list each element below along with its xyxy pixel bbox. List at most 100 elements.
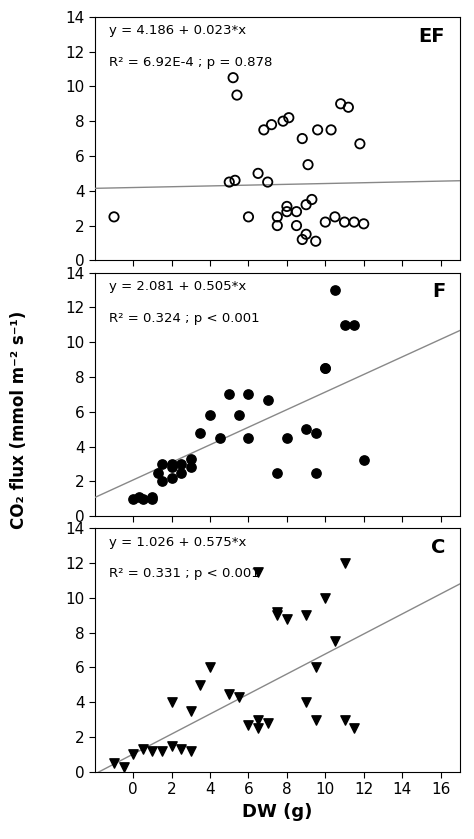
Point [268, 118, 275, 132]
Point [321, 362, 329, 375]
Point [229, 71, 237, 85]
Point [216, 431, 223, 445]
Point [254, 167, 262, 180]
Point [197, 426, 204, 440]
Point [110, 757, 118, 770]
Point [341, 216, 348, 229]
Point [302, 608, 310, 622]
Point [293, 205, 301, 218]
Point [337, 97, 345, 111]
Point [293, 219, 301, 232]
Text: y = 4.186 + 0.023*x: y = 4.186 + 0.023*x [109, 24, 246, 37]
Point [235, 690, 243, 704]
Point [341, 713, 348, 727]
Point [273, 219, 281, 232]
Point [350, 722, 358, 735]
Text: y = 1.026 + 0.575*x: y = 1.026 + 0.575*x [109, 535, 247, 549]
Point [360, 454, 367, 467]
Point [264, 175, 272, 189]
Point [279, 114, 287, 128]
Point [321, 362, 329, 375]
Point [345, 101, 352, 114]
Point [302, 422, 310, 435]
Point [149, 492, 156, 505]
Point [155, 466, 162, 479]
Point [360, 217, 367, 231]
Text: EF: EF [419, 27, 445, 45]
Point [350, 318, 358, 331]
Point [331, 634, 339, 648]
Point [110, 210, 118, 223]
Point [149, 490, 156, 503]
Point [235, 409, 243, 422]
Point [273, 605, 281, 618]
Point [299, 232, 306, 246]
Point [168, 472, 175, 485]
Point [260, 123, 268, 137]
Point [273, 466, 281, 479]
Point [168, 739, 175, 753]
Point [168, 461, 175, 474]
Point [350, 216, 358, 229]
Text: R² = 6.92E-4 ; p = 0.878: R² = 6.92E-4 ; p = 0.878 [109, 55, 273, 69]
Point [304, 158, 312, 171]
Point [177, 743, 185, 756]
Point [245, 718, 252, 732]
Point [231, 174, 239, 187]
Point [314, 123, 321, 137]
Point [285, 111, 292, 124]
Point [254, 722, 262, 735]
Point [302, 198, 310, 211]
Point [129, 748, 137, 761]
Point [331, 284, 339, 297]
Point [273, 210, 281, 223]
Point [302, 696, 310, 709]
Point [327, 123, 335, 137]
Point [299, 132, 306, 145]
Point [129, 492, 137, 505]
Point [341, 556, 348, 570]
Point [233, 88, 241, 102]
Point [149, 744, 156, 758]
Point [283, 431, 291, 445]
Point [254, 713, 262, 727]
Text: y = 2.081 + 0.505*x: y = 2.081 + 0.505*x [109, 280, 246, 293]
Point [187, 452, 195, 466]
Point [264, 393, 272, 406]
Point [312, 661, 319, 675]
Point [139, 492, 146, 505]
Point [312, 713, 319, 727]
Point [312, 426, 319, 440]
Point [312, 235, 319, 248]
Point [158, 744, 166, 758]
Point [197, 678, 204, 691]
Point [341, 318, 348, 331]
Point [177, 457, 185, 471]
Point [168, 457, 175, 471]
Point [312, 466, 319, 479]
Point [120, 760, 128, 774]
Point [177, 466, 185, 479]
Text: CO₂ flux (mmol m⁻² s⁻¹): CO₂ flux (mmol m⁻² s⁻¹) [10, 310, 28, 529]
Point [331, 210, 339, 223]
Point [356, 137, 364, 150]
Point [187, 461, 195, 474]
Text: R² = 0.324 ; p < 0.001: R² = 0.324 ; p < 0.001 [109, 311, 260, 325]
Point [245, 431, 252, 445]
Point [321, 591, 329, 605]
Point [245, 210, 252, 223]
Point [308, 193, 316, 206]
Point [245, 388, 252, 401]
X-axis label: DW (g): DW (g) [242, 803, 312, 821]
Point [264, 717, 272, 730]
Text: C: C [431, 538, 445, 557]
Text: F: F [432, 282, 445, 301]
Point [206, 409, 214, 422]
Point [139, 743, 146, 756]
Point [273, 608, 281, 622]
Point [321, 216, 329, 229]
Point [187, 744, 195, 758]
Point [302, 227, 310, 241]
Point [283, 612, 291, 626]
Point [158, 457, 166, 471]
